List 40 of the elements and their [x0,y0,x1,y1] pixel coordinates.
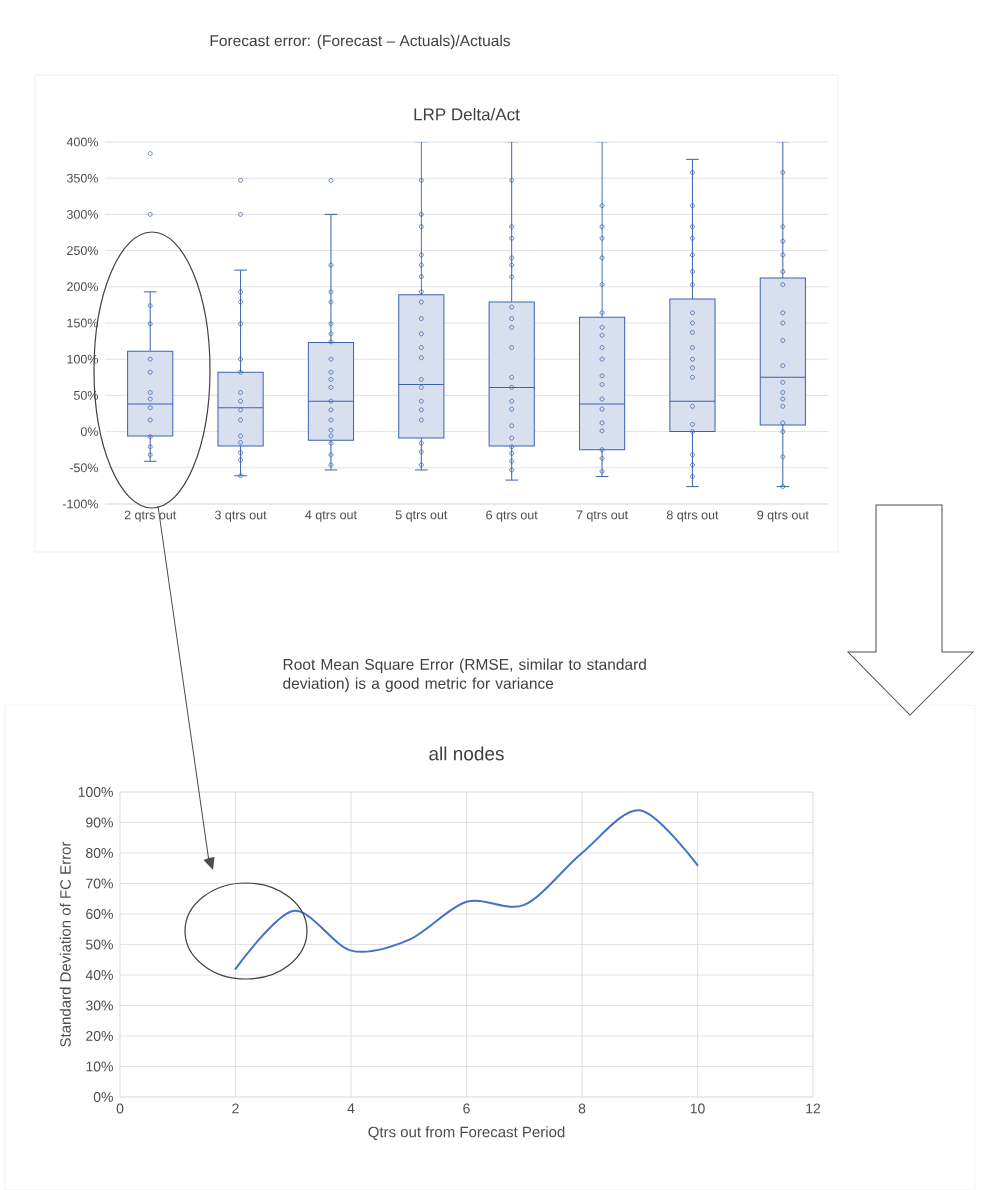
y-tick-label: -100% [62,499,99,509]
x-tick-label: 8 [578,1103,586,1114]
chart-title: LRP Delta/Act [414,107,520,121]
y-tick-label: 80% [86,848,113,858]
y-tick-label: -50% [69,463,99,473]
y-tick-label: 100% [78,787,113,797]
x-tick-label: 6 qtrs out [486,510,538,522]
x-axis-title: Qtrs out from Forecast Period [368,1126,565,1141]
y-tick-label: 0% [80,427,99,437]
y-tick-label: 400% [66,137,99,147]
x-tick-label: 5 qtrs out [395,510,448,522]
x-tick-label: 10 [690,1103,705,1114]
y-tick-label: 90% [86,817,113,828]
y-tick-label: 350% [66,173,99,183]
line-series [234,809,699,970]
x-tick-label: 8 qtrs out [666,510,719,522]
y-tick-label: 10% [86,1061,113,1072]
y-tick-label: 50% [86,939,113,950]
x-tick-label: 4 qtrs out [305,510,357,522]
y-tick-label: 300% [66,209,99,219]
text: Root Mean Square Error (RMSE, similar to standard deviation) is a good metric for variance [283,658,646,692]
y-tick-label: 0% [93,1092,113,1102]
y-tick-label: 60% [86,909,113,919]
x-tick-label: 6 [463,1103,470,1114]
x-tick-label: 4 [347,1103,355,1114]
x-tick-label: 0 [116,1103,124,1114]
y-tick-label: 20% [86,1031,113,1041]
x-tick-label: 9 qtrs out [757,510,809,522]
y-tick-label: 200% [67,282,99,292]
text: Forecast error: (Forecast – Actuals)/Actuals [210,34,510,50]
y-tick-label: 40% [85,970,113,980]
y-tick-label: 70% [86,878,113,889]
x-tick-label: 7 qtrs out [576,510,629,522]
y-tick-label: 30% [85,1000,113,1011]
x-tick-label: 12 [806,1103,821,1114]
x-tick-label: 2 [232,1103,239,1114]
y-axis-title: Standard Deviation of FC Error [59,841,71,1047]
y-tick-label: 250% [67,246,99,256]
x-tick-label: 3 qtrs out [214,510,267,522]
chart-title: all nodes [429,746,504,761]
